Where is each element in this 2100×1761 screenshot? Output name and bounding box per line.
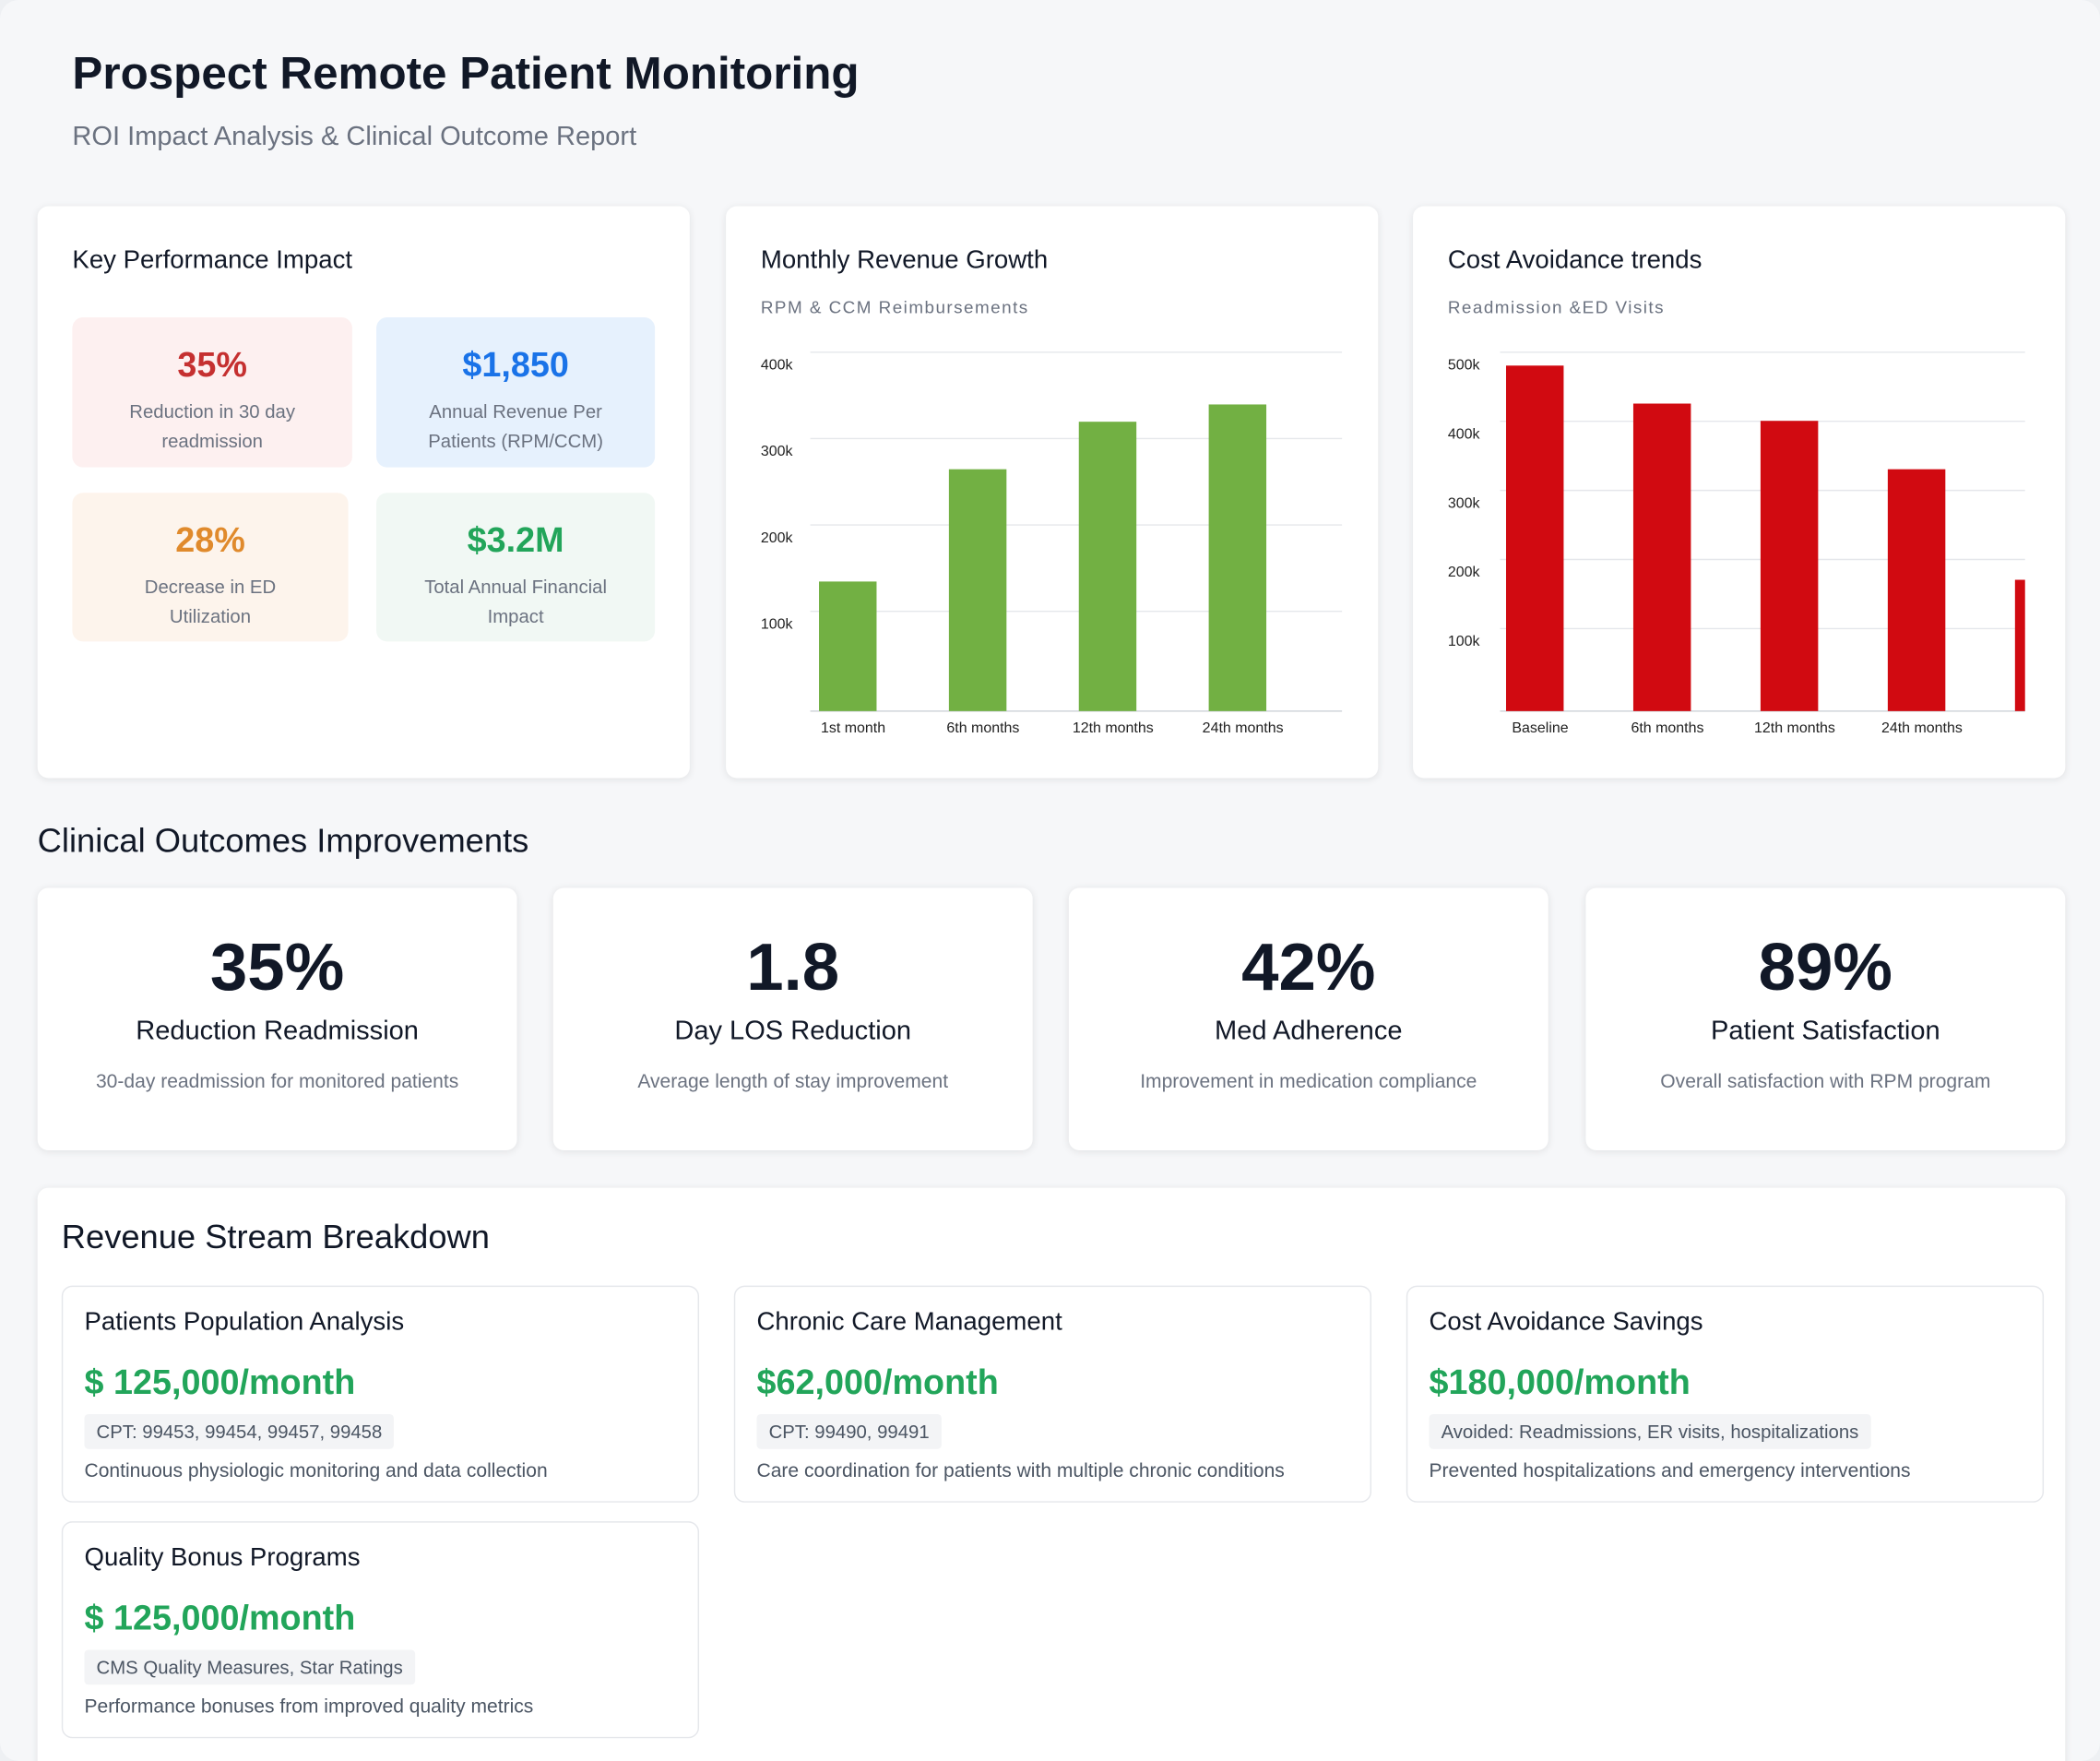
chart-card: Monthly Revenue Growth RPM & CCM Reimburs… bbox=[726, 206, 1379, 779]
page-subtitle: ROI Impact Analysis & Clinical Outcome R… bbox=[72, 122, 637, 152]
stream-tag: Avoided: Readmissions, ER visits, hospit… bbox=[1429, 1413, 1871, 1449]
bar bbox=[1078, 422, 1137, 711]
outcome-value: 89% bbox=[1758, 929, 1893, 1005]
x-tick-label: 24th months bbox=[1881, 720, 1963, 736]
kpi-tile: $3.2M Total Annual Financial Impact bbox=[376, 493, 656, 642]
kpi-value: 28% bbox=[175, 519, 245, 560]
outcome-card: 35% Reduction Readmission 30-day readmissi… bbox=[37, 887, 517, 1151]
revenue-stream-card: Cost Avoidance Savings $180,000/month Avoi… bbox=[1406, 1285, 2045, 1503]
chart-title: Cost Avoidance trends bbox=[1447, 246, 1703, 275]
y-tick-label: 100k bbox=[761, 616, 793, 632]
outcome-description: Improvement in medication compliance bbox=[1140, 1071, 1477, 1093]
bar bbox=[1887, 469, 1946, 711]
kpi-label: Reduction in 30 day readmission bbox=[129, 400, 296, 452]
bar bbox=[1208, 404, 1267, 711]
stream-tag: CPT: 99453, 99454, 99457, 99458 bbox=[84, 1413, 395, 1449]
outcome-description: 30-day readmission for monitored patient… bbox=[95, 1071, 459, 1093]
revenue-stream-card: Chronic Care Management $62,000/month CPT:… bbox=[733, 1285, 1372, 1503]
chart-title: Monthly Revenue Growth bbox=[760, 246, 1049, 275]
section-title: Clinical Outcomes Improvements bbox=[37, 822, 529, 860]
section-title: Revenue Stream Breakdown bbox=[61, 1219, 490, 1256]
x-tick-label: 12th months bbox=[1073, 720, 1154, 736]
kpi-value: $3.2M bbox=[467, 519, 564, 560]
bar bbox=[948, 469, 1007, 711]
stream-title: Patients Population Analysis bbox=[84, 1308, 405, 1337]
kpi-tile: $1,850 Annual Revenue Per Patients (RPM/C… bbox=[376, 317, 656, 468]
kpi-tile: 35% Reduction in 30 day readmission bbox=[72, 317, 352, 468]
outcome-label: Patient Satisfaction bbox=[1711, 1016, 1940, 1046]
kpi-title: Key Performance Impact bbox=[72, 246, 353, 275]
y-tick-label: 400k bbox=[761, 358, 793, 374]
x-tick-label: 12th months bbox=[1754, 720, 1835, 736]
bar bbox=[819, 581, 877, 711]
x-tick-label: 6th months bbox=[946, 720, 1019, 736]
y-tick-label: 500k bbox=[1448, 358, 1480, 374]
stream-tag: CPT: 99490, 99491 bbox=[756, 1413, 942, 1449]
kpi-label: Total Annual Financial Impact bbox=[424, 576, 607, 627]
stream-title: Quality Bonus Programs bbox=[84, 1543, 361, 1573]
outcome-card: 42% Med Adherence Improvement in medicatio… bbox=[1068, 887, 1548, 1151]
kpi-card: Key Performance Impact 35% Reduction in 3… bbox=[37, 206, 690, 779]
kpi-value: 35% bbox=[177, 344, 247, 385]
stream-tag: CMS Quality Measures, Star Ratings bbox=[84, 1649, 415, 1685]
stream-amount: $180,000/month bbox=[1429, 1362, 1691, 1402]
y-tick-label: 400k bbox=[1448, 426, 1480, 442]
x-tick-label: 24th months bbox=[1203, 720, 1284, 736]
kpi-tile: 28% Decrease in ED Utilization bbox=[72, 493, 349, 642]
kpi-value: $1,850 bbox=[462, 344, 569, 385]
x-tick-label: Baseline bbox=[1512, 720, 1568, 736]
outcome-description: Overall satisfaction with RPM program bbox=[1660, 1071, 1991, 1093]
revenue-card: Revenue Stream Breakdown Patients Popula… bbox=[37, 1187, 2066, 1761]
stream-title: Chronic Care Management bbox=[756, 1308, 1062, 1337]
stream-amount: $62,000/month bbox=[756, 1362, 999, 1402]
outcome-card: 1.8 Day LOS Reduction Average length of st… bbox=[552, 887, 1033, 1151]
outcome-value: 35% bbox=[209, 929, 345, 1005]
chart: 100k 200k 300k 400k 500k Baseline 6th months 12… bbox=[1448, 351, 2025, 736]
outcome-label: Day LOS Reduction bbox=[674, 1016, 912, 1046]
stream-amount: $ 125,000/month bbox=[84, 1362, 356, 1402]
chart-subtitle: RPM & CCM Reimbursements bbox=[760, 297, 1029, 318]
bar bbox=[1505, 365, 1564, 711]
outcome-label: Reduction Readmission bbox=[136, 1016, 419, 1046]
stream-description: Performance bonuses from improved qualit… bbox=[84, 1696, 534, 1719]
y-tick-label: 300k bbox=[761, 444, 793, 459]
y-tick-label: 200k bbox=[761, 530, 793, 546]
revenue-stream-card: Patients Population Analysis $ 125,000/mo… bbox=[61, 1285, 700, 1503]
chart-subtitle: Readmission &ED Visits bbox=[1447, 297, 1665, 318]
x-tick-label: 1st month bbox=[821, 720, 885, 736]
chart-card: Cost Avoidance trends Readmission &ED Vis… bbox=[1413, 206, 2066, 779]
x-tick-label: 6th months bbox=[1631, 720, 1703, 736]
outcome-label: Med Adherence bbox=[1215, 1016, 1403, 1046]
y-tick-label: 100k bbox=[1448, 634, 1480, 649]
outcome-value: 1.8 bbox=[746, 929, 840, 1005]
bar bbox=[2014, 579, 2025, 711]
stream-description: Continuous physiologic monitoring and da… bbox=[84, 1460, 548, 1483]
y-tick-label: 200k bbox=[1448, 565, 1480, 580]
revenue-stream-card: Quality Bonus Programs $ 125,000/month CMS… bbox=[61, 1521, 700, 1739]
y-tick-label: 300k bbox=[1448, 495, 1480, 511]
outcome-card: 89% Patient Satisfaction Overall satisfact… bbox=[1585, 887, 2066, 1151]
stream-description: Prevented hospitalizations and emergency… bbox=[1429, 1460, 1911, 1483]
kpi-label: Decrease in ED Utilization bbox=[144, 576, 277, 627]
stream-amount: $ 125,000/month bbox=[84, 1597, 356, 1638]
bar bbox=[1632, 403, 1691, 711]
outcome-value: 42% bbox=[1241, 929, 1376, 1005]
chart: 100k 200k 300k 400k 1st month 6th months 12th … bbox=[761, 351, 1343, 736]
outcome-description: Average length of stay improvement bbox=[637, 1071, 949, 1093]
stream-description: Care coordination for patients with mult… bbox=[756, 1460, 1285, 1483]
kpi-label: Annual Revenue Per Patients (RPM/CCM) bbox=[428, 400, 603, 452]
bar bbox=[1760, 421, 1819, 711]
page-title: Prospect Remote Patient Monitoring bbox=[72, 48, 860, 100]
stream-title: Cost Avoidance Savings bbox=[1429, 1308, 1703, 1337]
